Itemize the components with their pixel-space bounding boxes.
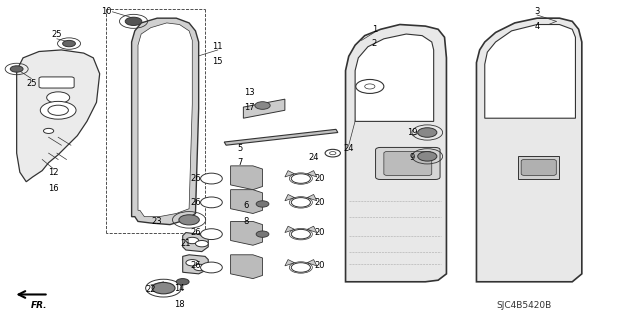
Polygon shape xyxy=(17,50,100,182)
Text: 14: 14 xyxy=(174,284,185,293)
Circle shape xyxy=(186,237,198,244)
Circle shape xyxy=(40,101,76,119)
Polygon shape xyxy=(307,195,317,201)
Text: 16: 16 xyxy=(49,184,59,193)
Polygon shape xyxy=(224,129,338,145)
Text: 22: 22 xyxy=(145,285,156,294)
Polygon shape xyxy=(346,25,447,282)
Circle shape xyxy=(291,197,310,207)
Circle shape xyxy=(195,241,208,247)
Polygon shape xyxy=(307,171,317,177)
Circle shape xyxy=(200,229,222,240)
Circle shape xyxy=(193,264,206,271)
Text: FR.: FR. xyxy=(31,301,47,310)
Text: 20: 20 xyxy=(315,261,325,271)
Polygon shape xyxy=(243,99,285,118)
Text: 9: 9 xyxy=(410,153,415,162)
Circle shape xyxy=(256,231,269,237)
Polygon shape xyxy=(518,156,559,179)
Polygon shape xyxy=(230,190,262,213)
Circle shape xyxy=(176,278,189,285)
Circle shape xyxy=(291,174,310,183)
Polygon shape xyxy=(355,34,434,122)
Circle shape xyxy=(47,92,70,103)
Text: 7: 7 xyxy=(237,158,243,167)
Circle shape xyxy=(186,260,198,266)
Polygon shape xyxy=(285,195,294,201)
FancyBboxPatch shape xyxy=(376,147,440,180)
Text: 5: 5 xyxy=(237,144,243,153)
Polygon shape xyxy=(285,171,294,177)
Text: 2: 2 xyxy=(372,39,377,48)
Text: 8: 8 xyxy=(244,217,249,226)
Circle shape xyxy=(63,41,76,47)
Text: 26: 26 xyxy=(190,174,201,183)
Text: 17: 17 xyxy=(244,103,255,112)
Text: 20: 20 xyxy=(315,198,325,207)
Text: 25: 25 xyxy=(26,79,36,88)
Polygon shape xyxy=(307,260,317,266)
Text: 18: 18 xyxy=(174,300,185,308)
Circle shape xyxy=(255,102,270,109)
Polygon shape xyxy=(132,18,198,225)
Text: 23: 23 xyxy=(152,217,163,226)
Polygon shape xyxy=(307,226,317,233)
Polygon shape xyxy=(230,166,262,190)
Text: 20: 20 xyxy=(315,228,325,237)
Text: 26: 26 xyxy=(190,198,201,207)
Text: 25: 25 xyxy=(52,30,62,39)
Polygon shape xyxy=(230,255,262,278)
Polygon shape xyxy=(138,23,192,217)
Polygon shape xyxy=(484,25,575,118)
Text: 3: 3 xyxy=(534,7,540,16)
Text: 11: 11 xyxy=(212,42,223,51)
Circle shape xyxy=(418,128,437,137)
Text: 6: 6 xyxy=(244,201,249,210)
Circle shape xyxy=(48,105,68,115)
Text: SJC4B5420B: SJC4B5420B xyxy=(497,301,552,310)
Circle shape xyxy=(10,66,23,72)
Text: 24: 24 xyxy=(344,144,354,153)
Text: 19: 19 xyxy=(407,128,418,137)
Circle shape xyxy=(418,152,437,161)
Polygon shape xyxy=(182,255,208,274)
Circle shape xyxy=(200,262,222,273)
FancyBboxPatch shape xyxy=(521,160,556,175)
Text: 24: 24 xyxy=(308,153,319,162)
Circle shape xyxy=(200,197,222,208)
Circle shape xyxy=(125,17,142,26)
Polygon shape xyxy=(182,233,208,252)
FancyBboxPatch shape xyxy=(384,152,432,175)
Polygon shape xyxy=(285,260,294,266)
Circle shape xyxy=(256,201,269,207)
Text: 26: 26 xyxy=(190,261,201,271)
Circle shape xyxy=(291,263,310,272)
Text: 12: 12 xyxy=(49,168,59,177)
Text: 13: 13 xyxy=(244,88,255,97)
Text: 4: 4 xyxy=(534,22,540,31)
Text: 15: 15 xyxy=(212,56,223,65)
Polygon shape xyxy=(230,221,262,245)
Circle shape xyxy=(179,215,199,225)
FancyBboxPatch shape xyxy=(39,77,74,88)
Circle shape xyxy=(152,282,175,294)
Text: 1: 1 xyxy=(372,25,377,34)
Text: 20: 20 xyxy=(315,174,325,183)
Circle shape xyxy=(44,128,54,133)
Circle shape xyxy=(291,229,310,239)
Polygon shape xyxy=(476,18,582,282)
Text: 21: 21 xyxy=(180,239,191,248)
Text: 10: 10 xyxy=(101,7,111,16)
Text: 26: 26 xyxy=(190,228,201,237)
Circle shape xyxy=(200,173,222,184)
Polygon shape xyxy=(285,226,294,233)
